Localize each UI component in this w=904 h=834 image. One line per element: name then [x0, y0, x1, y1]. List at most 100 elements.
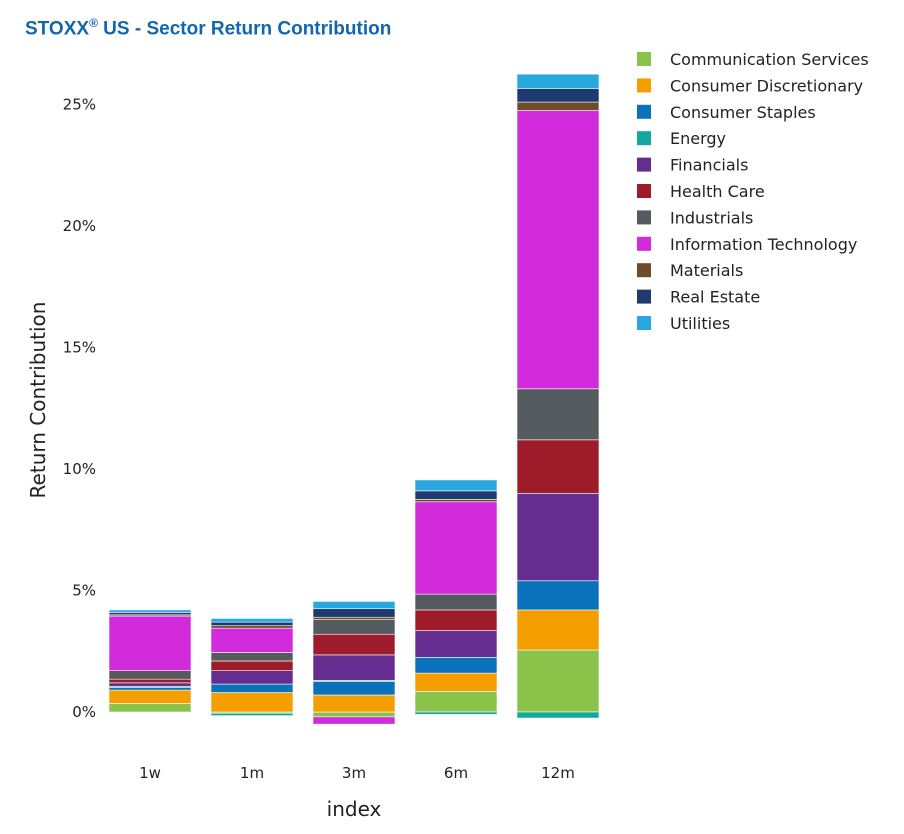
bar-segment-1m-utilities[interactable]	[210, 618, 294, 623]
bar-segment-1m-consumer-staples[interactable]	[210, 683, 294, 693]
legend-swatch	[637, 104, 651, 119]
y-tick-label: 0%	[72, 703, 96, 721]
bar-segment-1w-communication-services[interactable]	[108, 703, 192, 713]
x-tick-label: 6m	[444, 764, 468, 782]
bar-segment-1w-consumer-discretionary[interactable]	[108, 689, 192, 704]
bar-segment-12m-communication-services[interactable]	[516, 649, 600, 713]
bar-segment-1w-utilities[interactable]	[108, 609, 192, 613]
bar-segment-1m-health-care[interactable]	[210, 660, 294, 671]
bar-segment-12m-industrials[interactable]	[516, 388, 600, 441]
bar-segment-3m-communication-services[interactable]	[312, 711, 396, 718]
bar-segment-12m-information-technology[interactable]	[516, 110, 600, 390]
legend-item-real-estate[interactable]: Real Estate	[637, 288, 760, 307]
bar-segment-6m-communication-services[interactable]	[414, 691, 498, 713]
y-tick-label: 10%	[63, 460, 96, 478]
title-main: STOXX	[25, 18, 90, 40]
legend-item-utilities[interactable]: Utilities	[637, 314, 730, 333]
title-registered-mark: ®	[89, 16, 98, 30]
title-rest: US - Sector Return Contribution	[97, 18, 392, 40]
legend-label: Consumer Staples	[670, 103, 816, 122]
bar-segment-1w-health-care[interactable]	[108, 678, 192, 684]
legend-swatch	[637, 52, 651, 66]
bar-segment-6m-real-estate[interactable]	[414, 490, 498, 500]
bar-segment-6m-materials[interactable]	[414, 499, 498, 503]
y-axis-title: Return Contribution	[26, 302, 50, 499]
bar-segment-3m-utilities[interactable]	[312, 601, 396, 610]
bar-segment-6m-health-care[interactable]	[414, 609, 498, 631]
legend-item-information-technology[interactable]: Information Technology	[637, 235, 857, 254]
legend-label: Utilities	[670, 314, 730, 333]
bar-segment-1m-information-technology[interactable]	[210, 627, 294, 653]
bar-segment-1m-financials[interactable]	[210, 670, 294, 685]
legend-swatch	[637, 316, 651, 330]
bar-segment-6m-consumer-discretionary[interactable]	[414, 672, 498, 692]
chart-title: STOXX® US - Sector Return Contribution	[25, 16, 391, 40]
x-axis-ticks: 1w 1m 3m 6m 12m	[139, 764, 575, 782]
bar-segment-6m-utilities[interactable]	[414, 479, 498, 492]
legend-item-energy[interactable]: Energy	[637, 129, 726, 148]
y-tick-label: 15%	[63, 339, 96, 357]
legend-item-materials[interactable]: Materials	[637, 261, 743, 280]
legend-swatch	[637, 263, 651, 278]
bar-segment-6m-industrials[interactable]	[414, 593, 498, 611]
legend-label: Consumer Discretionary	[670, 76, 863, 95]
bar-segment-3m-consumer-staples[interactable]	[312, 681, 396, 696]
legend-swatch	[637, 78, 651, 93]
legend-label: Real Estate	[670, 288, 760, 307]
legend-item-industrials[interactable]: Industrials	[637, 208, 753, 227]
bar-segment-3m-consumer-discretionary[interactable]	[312, 694, 396, 713]
bar-segment-6m-consumer-staples[interactable]	[414, 657, 498, 674]
legend-label: Financials	[670, 156, 748, 175]
legend-label: Information Technology	[670, 235, 857, 254]
bar-segment-1m-consumer-discretionary[interactable]	[210, 692, 294, 713]
bar-segment-12m-utilities[interactable]	[516, 73, 600, 90]
legend-label: Communication Services	[670, 50, 869, 69]
bar-segment-1w-information-technology[interactable]	[108, 615, 192, 671]
bar-segment-6m-information-technology[interactable]	[414, 501, 498, 595]
legend-swatch	[637, 236, 651, 251]
bar-segment-1w-real-estate[interactable]	[108, 612, 192, 616]
legend-label: Energy	[670, 129, 726, 148]
legend-item-health-care[interactable]: Health Care	[637, 182, 765, 201]
bar-segment-1m-real-estate[interactable]	[210, 621, 294, 627]
y-tick-label: 20%	[63, 217, 96, 235]
bar-segment-12m-financials[interactable]	[516, 492, 600, 582]
bar-segment-3m-industrials[interactable]	[312, 619, 396, 635]
bar-segment-12m-consumer-discretionary[interactable]	[516, 609, 600, 651]
bar-segment-12m-materials[interactable]	[516, 101, 600, 111]
legend-item-consumer-discretionary[interactable]: Consumer Discretionary	[637, 76, 863, 95]
bar-segment-1m-materials[interactable]	[210, 625, 294, 629]
bar-segment-12m-energy[interactable]	[516, 711, 600, 719]
legend-item-financials[interactable]: Financials	[637, 156, 748, 175]
bar-segment-12m-health-care[interactable]	[516, 439, 600, 494]
legend-swatch	[637, 184, 651, 198]
bar-segment-3m-information-technology[interactable]	[312, 716, 396, 725]
bar-segment-6m-energy[interactable]	[414, 711, 498, 715]
x-axis-title: index	[327, 797, 382, 821]
legend-item-consumer-staples[interactable]: Consumer Staples	[637, 103, 816, 122]
bar-segment-12m-real-estate[interactable]	[516, 88, 600, 103]
legend-label: Materials	[670, 261, 743, 280]
bar-segment-3m-financials[interactable]	[312, 654, 396, 681]
bar-segment-1m-energy[interactable]	[210, 712, 294, 716]
legend-swatch	[637, 131, 651, 146]
bar-segment-1w-industrials[interactable]	[108, 670, 192, 680]
bars-layer	[108, 73, 600, 725]
legend-swatch	[637, 210, 651, 225]
bar-segment-1w-consumer-staples[interactable]	[108, 687, 192, 691]
x-tick-label: 1m	[240, 764, 264, 782]
legend-swatch	[637, 289, 651, 304]
bar-segment-3m-health-care[interactable]	[312, 633, 396, 656]
bar-segment-6m-financials[interactable]	[414, 630, 498, 658]
bar-segment-3m-materials[interactable]	[312, 616, 396, 620]
legend: Communication Services Consumer Discretio…	[637, 50, 869, 333]
legend-label: Health Care	[670, 182, 765, 201]
legend-item-communication-services[interactable]: Communication Services	[637, 50, 869, 69]
bar-segment-3m-real-estate[interactable]	[312, 608, 396, 618]
y-tick-label: 5%	[72, 582, 96, 600]
bar-segment-1w-financials[interactable]	[108, 682, 192, 687]
legend-label: Industrials	[670, 208, 753, 227]
bar-segment-1m-industrials[interactable]	[210, 652, 294, 662]
bar-segment-12m-consumer-staples[interactable]	[516, 580, 600, 611]
